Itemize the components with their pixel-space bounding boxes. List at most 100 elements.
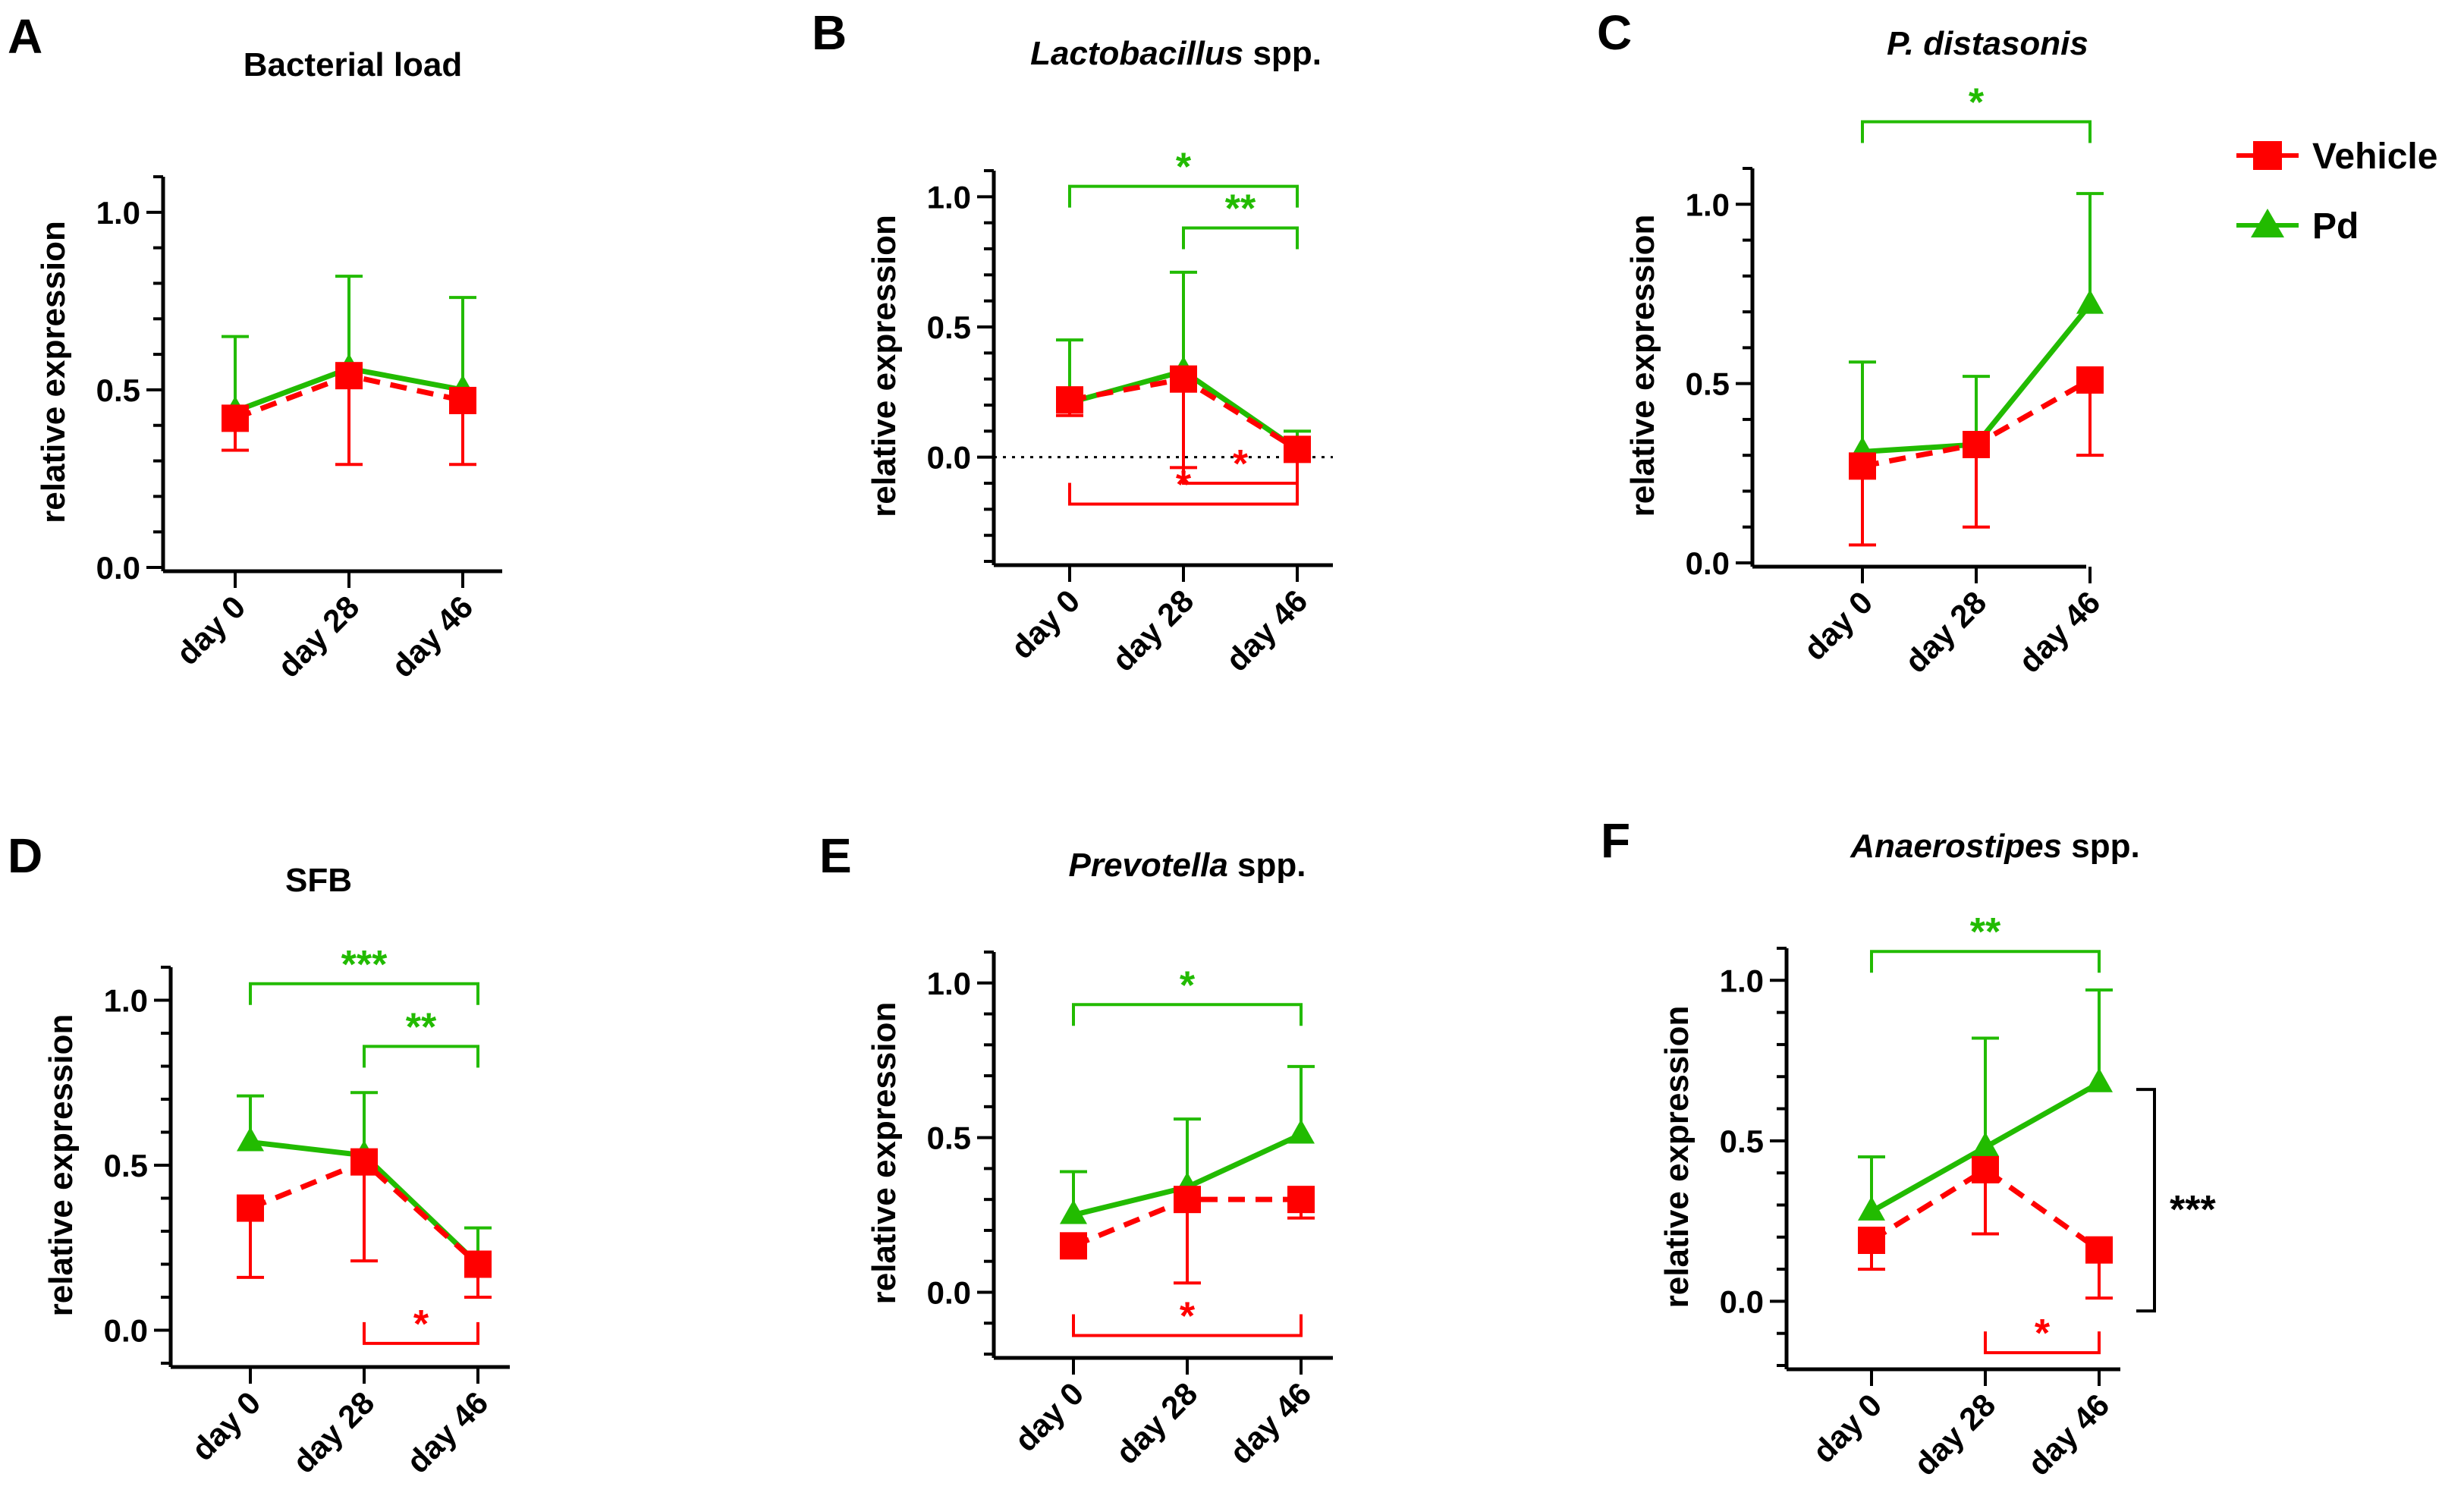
significance-stars: * [1969,81,1985,125]
vehicle-point [1056,386,1083,414]
x-tick-label: day 28 [271,589,366,684]
panel-b: B Lactobacillus spp. 0.0 0.5 1.0 relative exp… [812,5,1333,678]
significance-bracket [1068,482,1299,506]
title-italic-part: Prevotella [1068,847,1227,884]
title-italic-part: Anaerostipes [1850,828,2062,865]
significance-stars: ** [1970,910,2001,954]
panel-label: E [819,828,852,883]
panel-title: Prevotella spp. [1068,847,1306,884]
x-tick-label: day 0 [1004,583,1086,665]
x-tick-label: day 46 [1219,583,1315,678]
vehicle-point [1284,435,1311,464]
title-normal-part: SFB [285,862,352,899]
panel-title: P. distasonis [1887,25,2088,62]
significance-bracket [1072,1314,1303,1337]
significance-stars: * [1176,146,1192,190]
significance-bracket [1068,184,1299,208]
legend-vehicle-label: Vehicle [2312,137,2437,177]
significance-bracket [363,1321,479,1345]
pd-point [237,1127,264,1152]
y-tick-label: 0.0 [1720,1284,1764,1319]
x-tick-label: day 28 [286,1384,382,1480]
vehicle-point [1963,431,1990,458]
side-significance-bracket [2136,1088,2156,1313]
y-tick-label: 1.0 [1720,963,1764,998]
y-axis-label: relative expression [866,1002,903,1305]
significance-stars: ** [1225,187,1256,231]
title-normal-part: Bacterial load [244,46,463,83]
y-tick-label: 0.5 [1720,1123,1764,1159]
vehicle-point [237,1194,264,1222]
legend-entry-pd: Pd [2236,206,2359,247]
panel-label: D [8,828,42,883]
vehicle-point [350,1148,378,1176]
panel-f: F Anaerostipes spp. 0.0 0.5 1.0 relative expr… [1601,813,2216,1482]
legend-pd-label: Pd [2312,206,2359,247]
y-tick-label: 0.0 [1686,545,1730,581]
panel-e: E Prevotella spp. 0.0 0.5 1.0 relative expres… [819,828,1333,1471]
title-italic-part: Lactobacillus [1030,35,1243,72]
vehicle-point [1858,1227,1885,1254]
vehicle-point [222,404,249,432]
y-tick-label: 1.0 [1686,187,1730,222]
y-axis-label: relative expression [866,215,903,517]
title-normal-part: spp. [1228,847,1306,884]
pd-point [1060,1199,1087,1224]
x-tick-label: day 28 [1898,584,1994,680]
vehicle-point [1849,452,1876,480]
vehicle-point [1174,1186,1201,1214]
panel-label: A [8,9,42,64]
x-tick-label: day 0 [184,1384,267,1467]
significance-stars: * [1233,442,1249,486]
y-tick-label: 0.0 [927,1274,971,1310]
panel-title: Anaerostipes spp. [1850,828,2139,865]
panel-title: SFB [285,862,352,899]
y-tick-label: 0.5 [1686,366,1730,402]
significance-bracket [1182,462,1299,485]
y-tick-label: 0.0 [104,1313,148,1349]
significance-bracket [1870,950,2101,973]
vehicle-point [1060,1232,1087,1260]
y-tick-label: 0.0 [96,550,140,586]
y-tick-label: 1.0 [96,195,140,231]
significance-bracket [249,982,479,1005]
y-axis-label: relative expression [35,221,72,523]
significance-stars: * [1180,1295,1196,1339]
significance-stars: * [2035,1312,2051,1356]
y-tick-label: 1.0 [927,966,971,1001]
vehicle-point [2085,1236,2113,1264]
vehicle-point [1170,365,1197,393]
significance-bracket [1072,1003,1303,1026]
panel-label: C [1597,5,1632,60]
significance-stars: * [1180,963,1196,1007]
x-tick-label: day 0 [169,589,252,671]
x-tick-label: day 46 [400,1384,495,1480]
pd-point [1287,1119,1315,1144]
significance-bracket [1182,226,1299,250]
x-tick-label: day 0 [1007,1375,1090,1458]
y-tick-label: 0.5 [927,310,971,345]
y-axis-label: relative expression [1624,215,1661,517]
pd-point [1972,1132,1999,1157]
significance-stars: * [1176,463,1192,507]
panel-label: B [812,5,847,60]
x-tick-label: day 28 [1109,1375,1205,1471]
panel-label: F [1601,813,1630,868]
y-axis-label: relative expression [42,1014,80,1317]
significance-bracket [1984,1331,2101,1355]
x-tick-label: day 28 [1907,1387,2003,1482]
panel-title: Bacterial load [244,46,463,83]
x-tick-label: day 46 [2012,584,2107,680]
x-tick-label: day 46 [1223,1375,1318,1471]
significance-bracket [363,1045,479,1068]
vehicle-point [335,362,363,390]
pd-point [2076,289,2104,314]
title-italic-part: P. distasonis [1887,25,2088,62]
x-tick-label: day 46 [385,589,480,684]
y-tick-label: 1.0 [104,983,148,1019]
pd-point [2085,1067,2113,1092]
y-tick-label: 0.5 [104,1148,148,1183]
vehicle-point [449,386,476,414]
panel-a: A Bacterial load 0.0 0.5 1.0 relative express… [8,9,502,684]
